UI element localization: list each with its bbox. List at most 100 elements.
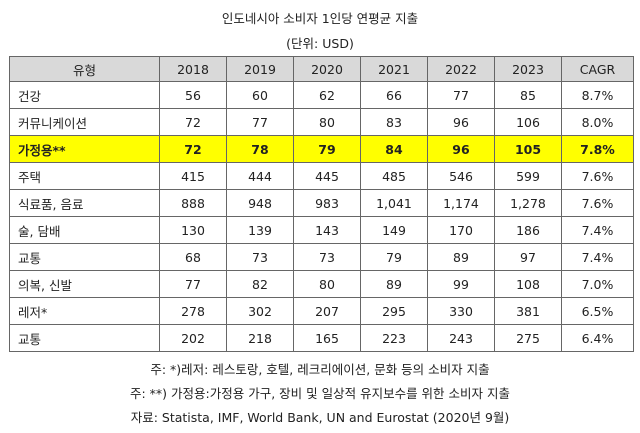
table-cell: 6.5% <box>561 297 634 325</box>
table-row: 식료품, 음료 888 948 983 1,041 1,174 1,278 7.6% <box>9 189 634 217</box>
table-cell: 278 <box>159 297 227 325</box>
row-label: 건강 <box>9 81 160 109</box>
table-cell: 106 <box>494 108 562 136</box>
table-row: 주택 415 444 445 485 546 599 7.6% <box>9 162 634 190</box>
table-cell: 89 <box>360 270 428 298</box>
header-2019: 2019 <box>226 56 294 82</box>
table-cell: 79 <box>360 243 428 271</box>
table-cell: 1,041 <box>360 189 428 217</box>
row-label: 의복, 신발 <box>9 270 160 298</box>
table-cell: 60 <box>226 81 294 109</box>
table-cell: 415 <box>159 162 227 190</box>
spending-table: 유형 2018 2019 2020 2021 2022 2023 CAGR 건강… <box>9 56 634 352</box>
table-cell: 170 <box>427 216 495 244</box>
table-row: 교통 202 218 165 223 243 275 6.4% <box>9 324 634 352</box>
table-cell: 82 <box>226 270 294 298</box>
table-cell: 7.6% <box>561 189 634 217</box>
table-cell: 149 <box>360 216 428 244</box>
table-cell: 186 <box>494 216 562 244</box>
table-cell: 66 <box>360 81 428 109</box>
row-label: 커뮤니케이션 <box>9 108 160 136</box>
table-cell: 78 <box>226 135 294 163</box>
table-row: 건강 56 60 62 66 77 85 8.7% <box>9 81 634 109</box>
table-cell: 96 <box>427 135 495 163</box>
footnote-household: 주: **) 가정용:가정용 가구, 장비 및 일상적 유지보수를 위한 소비자… <box>129 386 510 401</box>
table-cell: 8.0% <box>561 108 634 136</box>
table-cell: 330 <box>427 297 495 325</box>
table-cell: 56 <box>159 81 227 109</box>
header-cagr: CAGR <box>561 56 634 82</box>
table-cell: 73 <box>293 243 361 271</box>
table-cell: 77 <box>226 108 294 136</box>
row-label: 교통 <box>9 243 160 271</box>
table-cell: 72 <box>159 135 227 163</box>
footnote-leisure: 주: *)레저: 레스토랑, 호텔, 레크리에이션, 문화 등의 소비자 지출 <box>150 362 490 377</box>
row-label: 주택 <box>9 162 160 190</box>
table-cell: 99 <box>427 270 495 298</box>
table-cell: 7.4% <box>561 216 634 244</box>
table-cell: 275 <box>494 324 562 352</box>
header-2020: 2020 <box>293 56 361 82</box>
header-2018: 2018 <box>159 56 227 82</box>
row-label: 레저* <box>9 297 160 325</box>
row-label: 교통 <box>9 324 160 352</box>
table-cell: 73 <box>226 243 294 271</box>
table-cell: 97 <box>494 243 562 271</box>
row-label: 술, 담배 <box>9 216 160 244</box>
table-cell: 89 <box>427 243 495 271</box>
table-cell: 84 <box>360 135 428 163</box>
source-note: 자료: Statista, IMF, World Bank, UN and Eu… <box>130 410 510 425</box>
header-row: 유형 2018 2019 2020 2021 2022 2023 CAGR <box>9 56 634 82</box>
table-cell: 108 <box>494 270 562 298</box>
table-cell: 1,174 <box>427 189 495 217</box>
header-2023: 2023 <box>494 56 562 82</box>
table-cell: 85 <box>494 81 562 109</box>
table-cell: 130 <box>159 216 227 244</box>
table-cell: 68 <box>159 243 227 271</box>
table-cell: 948 <box>226 189 294 217</box>
header-type: 유형 <box>9 56 160 82</box>
table-cell: 77 <box>427 81 495 109</box>
table-cell: 7.8% <box>561 135 634 163</box>
table-cell: 7.0% <box>561 270 634 298</box>
table-cell: 1,278 <box>494 189 562 217</box>
table-cell: 485 <box>360 162 428 190</box>
table-cell: 80 <box>293 270 361 298</box>
table-cell: 7.6% <box>561 162 634 190</box>
table-cell: 302 <box>226 297 294 325</box>
table-row: 레저* 278 302 207 295 330 381 6.5% <box>9 297 634 325</box>
table-cell: 62 <box>293 81 361 109</box>
table-cell: 139 <box>226 216 294 244</box>
table-cell: 295 <box>360 297 428 325</box>
table-cell: 218 <box>226 324 294 352</box>
table-cell: 445 <box>293 162 361 190</box>
row-label: 가정용** <box>9 135 160 163</box>
table-cell: 79 <box>293 135 361 163</box>
table-cell: 546 <box>427 162 495 190</box>
table-cell: 444 <box>226 162 294 190</box>
table-row: 가정용** 72 78 79 84 96 105 7.8% <box>9 135 634 163</box>
table-row: 커뮤니케이션 72 77 80 83 96 106 8.0% <box>9 108 634 136</box>
header-2022: 2022 <box>427 56 495 82</box>
table-cell: 381 <box>494 297 562 325</box>
table-cell: 143 <box>293 216 361 244</box>
table-cell: 6.4% <box>561 324 634 352</box>
table-cell: 80 <box>293 108 361 136</box>
table-cell: 983 <box>293 189 361 217</box>
table-cell: 243 <box>427 324 495 352</box>
table-cell: 83 <box>360 108 428 136</box>
table-title: 인도네시아 소비자 1인당 연평균 지출 <box>221 11 419 26</box>
header-2021: 2021 <box>360 56 428 82</box>
table-row: 의복, 신발 77 82 80 89 99 108 7.0% <box>9 270 634 298</box>
table-body: 건강 56 60 62 66 77 85 8.7% 커뮤니케이션 72 77 80 83 96 106 8.0… <box>9 81 634 352</box>
table-cell: 72 <box>159 108 227 136</box>
table-row: 교통 68 73 73 79 89 97 7.4% <box>9 243 634 271</box>
table-cell: 165 <box>293 324 361 352</box>
table-cell: 599 <box>494 162 562 190</box>
table-cell: 888 <box>159 189 227 217</box>
table-row: 술, 담배 130 139 143 149 170 186 7.4% <box>9 216 634 244</box>
table-cell: 207 <box>293 297 361 325</box>
table-cell: 202 <box>159 324 227 352</box>
unit-caption: (단위: USD) <box>286 36 354 51</box>
table-cell: 96 <box>427 108 495 136</box>
